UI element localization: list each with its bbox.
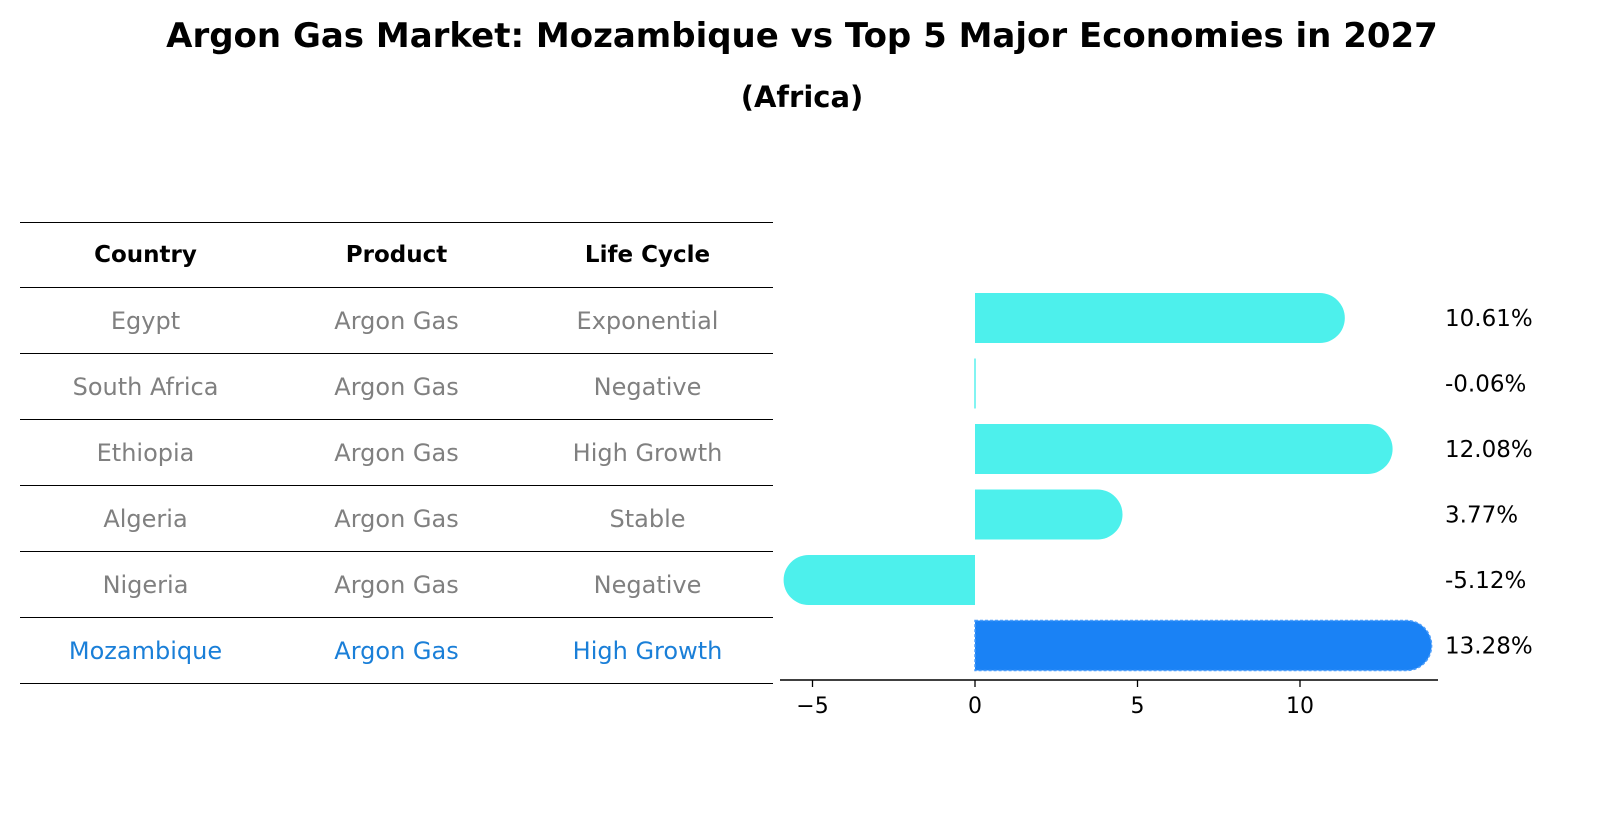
data-label: 13.28% bbox=[1445, 634, 1533, 660]
x-tick-label: 0 bbox=[968, 694, 982, 719]
table-row-highlighted: Mozambique Argon Gas High Growth bbox=[20, 618, 773, 684]
cell-product: Argon Gas bbox=[334, 372, 459, 401]
cell-country: Nigeria bbox=[102, 570, 189, 599]
table-row: Ethiopia Argon Gas High Growth bbox=[20, 420, 773, 486]
table-row: South Africa Argon Gas Negative bbox=[20, 354, 773, 420]
table-row: Algeria Argon Gas Stable bbox=[20, 486, 773, 552]
table-header-row: Country Product Life Cycle bbox=[20, 222, 773, 288]
cell-product: Argon Gas bbox=[334, 570, 459, 599]
cell-product: Argon Gas bbox=[334, 504, 459, 533]
header-life-cycle: Life Cycle bbox=[584, 242, 711, 268]
table-row: Egypt Argon Gas Exponential bbox=[20, 288, 773, 354]
cell-product: Argon Gas bbox=[334, 306, 459, 335]
bar bbox=[975, 424, 1393, 474]
data-label: -0.06% bbox=[1445, 372, 1526, 398]
cell-life-cycle: Negative bbox=[593, 570, 702, 599]
bar bbox=[974, 358, 976, 409]
cell-country: Ethiopia bbox=[96, 438, 195, 467]
comparison-table: Country Product Life Cycle Egypt Argon G… bbox=[20, 222, 773, 684]
bar bbox=[974, 619, 1433, 672]
table-row: Nigeria Argon Gas Negative bbox=[20, 552, 773, 618]
bar bbox=[783, 555, 975, 605]
cell-life-cycle: Stable bbox=[609, 504, 686, 533]
cell-country: Mozambique bbox=[68, 636, 223, 665]
x-tick-label: 5 bbox=[1131, 694, 1145, 719]
bar bbox=[975, 293, 1345, 343]
chart-title: Argon Gas Market: Mozambique vs Top 5 Ma… bbox=[166, 16, 1438, 56]
cell-life-cycle: Negative bbox=[593, 372, 702, 401]
data-label: -5.12% bbox=[1445, 568, 1526, 594]
growth-bar-chart: 10.61% -0.06% 12.08% 3.77% -5.12% 13.28% −5 0 5 1… bbox=[780, 293, 1533, 719]
data-label: 3.77% bbox=[1445, 503, 1518, 529]
cell-product: Argon Gas bbox=[334, 636, 459, 665]
x-tick-label: −5 bbox=[796, 694, 828, 719]
cell-country: South Africa bbox=[72, 372, 219, 401]
header-product: Product bbox=[345, 242, 448, 268]
cell-life-cycle: High Growth bbox=[572, 636, 723, 665]
header-country: Country bbox=[94, 242, 197, 268]
data-label: 10.61% bbox=[1445, 306, 1533, 332]
cell-country: Algeria bbox=[103, 504, 188, 533]
cell-life-cycle: High Growth bbox=[572, 438, 723, 467]
cell-country: Egypt bbox=[110, 306, 181, 335]
bar bbox=[975, 489, 1123, 540]
cell-life-cycle: Exponential bbox=[576, 306, 719, 335]
chart-subtitle: (Africa) bbox=[740, 80, 864, 114]
data-label: 12.08% bbox=[1445, 437, 1533, 463]
x-tick-label: 10 bbox=[1286, 694, 1314, 719]
cell-product: Argon Gas bbox=[334, 438, 459, 467]
